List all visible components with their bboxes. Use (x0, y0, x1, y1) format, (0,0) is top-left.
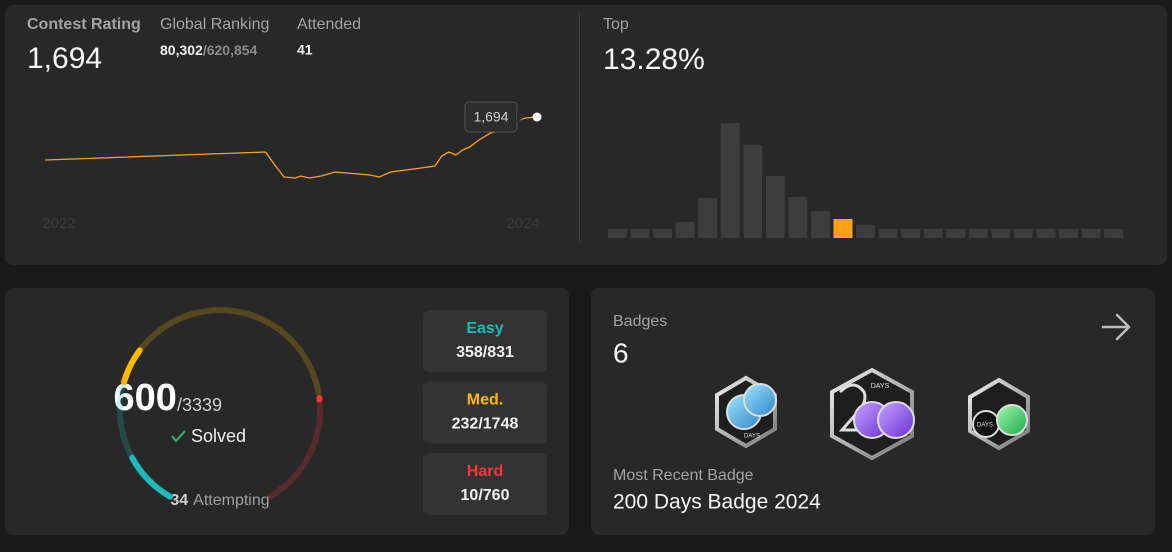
total-count: 1748 (483, 416, 519, 433)
distribution-bar (788, 197, 808, 238)
label: Attended (297, 16, 361, 33)
distribution-bar (946, 229, 966, 238)
distribution-bar (1036, 229, 1056, 238)
recent-badge: 200 Days Badge 2024 (613, 491, 821, 514)
attempting: 34 Attempting (170, 492, 269, 509)
distribution-bar (720, 123, 740, 238)
badge-text: DAYS (744, 434, 760, 440)
distribution-bar (630, 229, 650, 238)
difficulty-count: 10/760 (461, 487, 510, 504)
distribution-bar (810, 211, 830, 238)
ring-progress (121, 347, 143, 386)
solved-count: 232 (452, 416, 479, 433)
tooltip: 1,694 (464, 101, 518, 133)
solved-count: 10 (461, 487, 479, 504)
distribution-bar (901, 229, 921, 238)
total-count: 831 (487, 344, 514, 361)
badge-shape (743, 383, 777, 417)
badge-shape (996, 404, 1028, 436)
distribution-bar (923, 229, 943, 238)
solved-label: Solved (191, 426, 246, 446)
badge-count: 6 (613, 337, 629, 368)
rating-line (44, 116, 538, 179)
badge-icon: DAYS (715, 375, 777, 449)
check-icon (171, 430, 186, 443)
distribution-bar (698, 198, 718, 238)
label: Contest Rating (27, 16, 141, 33)
arrow-button[interactable] (1101, 313, 1131, 341)
distribution-bar (1013, 229, 1033, 238)
solved-total: 3339 (182, 395, 222, 415)
total-count: 760 (483, 487, 510, 504)
distribution-bar (743, 145, 763, 238)
label: Most Recent Badge (613, 467, 754, 484)
distribution-bar (1059, 229, 1078, 238)
difficulty-box (423, 310, 547, 372)
distribution-bar (833, 219, 853, 238)
rating-point (532, 112, 542, 122)
difficulty-box (423, 381, 547, 444)
label: Top (603, 16, 629, 33)
x-tick-label: 2024 (506, 215, 539, 232)
ring-track (121, 307, 322, 396)
distribution-bar (1081, 229, 1101, 238)
x-tick-label: 2022 (42, 215, 75, 232)
distribution-bar (653, 229, 673, 238)
tooltip-text: 1,694 (473, 109, 508, 125)
top-percent: 13.28% (603, 43, 705, 76)
label: Global Ranking (160, 16, 269, 33)
separator: / (478, 487, 483, 504)
ring-track (267, 395, 323, 500)
ranking-value: 80,302 (160, 42, 203, 58)
tooltip-pointer (517, 112, 525, 122)
ranking: 80,302/620,854 (160, 42, 258, 58)
distribution-bar (675, 222, 695, 238)
difficulty-box (423, 453, 547, 515)
separator: / (478, 416, 483, 433)
rating: 1,694 (27, 42, 102, 75)
separator: / (177, 395, 182, 415)
distribution-bar (608, 229, 627, 238)
badge-text: DAYS (977, 423, 993, 429)
difficulty-label: Easy (466, 320, 503, 337)
badge-text: DAYS (871, 383, 890, 390)
attended: 41 (297, 42, 313, 58)
badge-icon: DAYS (830, 367, 915, 461)
difficulty-count: 232/1748 (452, 416, 519, 433)
label: Badges (613, 313, 667, 330)
distribution-bar (856, 225, 876, 238)
attempting-count: 34 (170, 492, 188, 509)
solved-count: 358 (456, 344, 483, 361)
badge-icon: DAYS (968, 377, 1030, 451)
difficulty-label: Hard (467, 463, 503, 480)
distribution-bar (968, 229, 988, 238)
badge-shape (877, 401, 915, 439)
separator: / (483, 344, 488, 361)
distribution-bar (991, 229, 1011, 238)
distribution-bar (765, 176, 785, 238)
difficulty-count: 358/831 (456, 344, 514, 361)
distribution-bar (1104, 229, 1124, 238)
contest-card (5, 5, 1167, 265)
attempting-label: Attempting (193, 492, 269, 509)
ring-progress (129, 454, 173, 500)
difficulty-label: Med. (467, 392, 503, 409)
ranking-total: /620,854 (203, 42, 258, 58)
distribution-bar (878, 229, 898, 238)
